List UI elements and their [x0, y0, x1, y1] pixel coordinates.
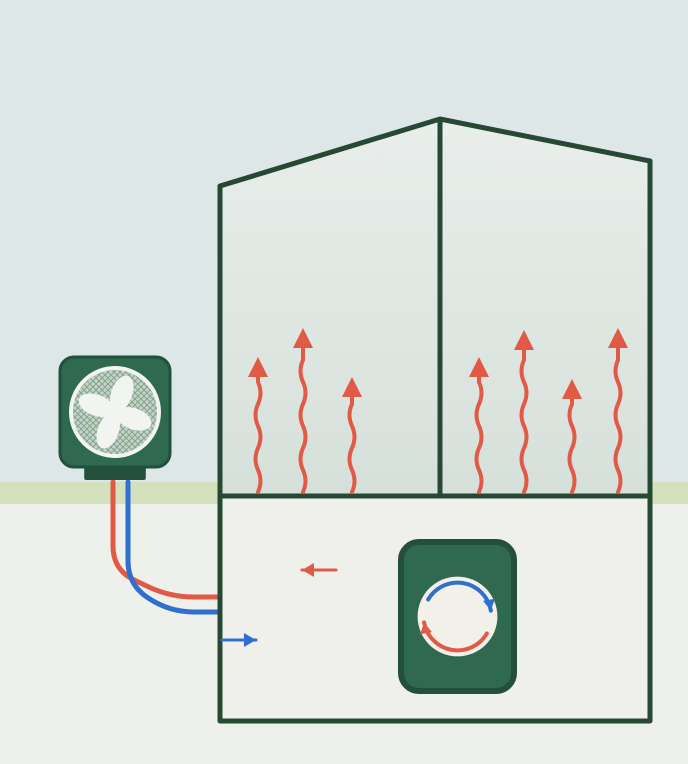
heat-pump-diagram — [0, 0, 688, 764]
exchange-icon-bg — [418, 577, 498, 657]
outdoor-unit — [60, 357, 170, 480]
indoor-unit — [401, 542, 514, 691]
